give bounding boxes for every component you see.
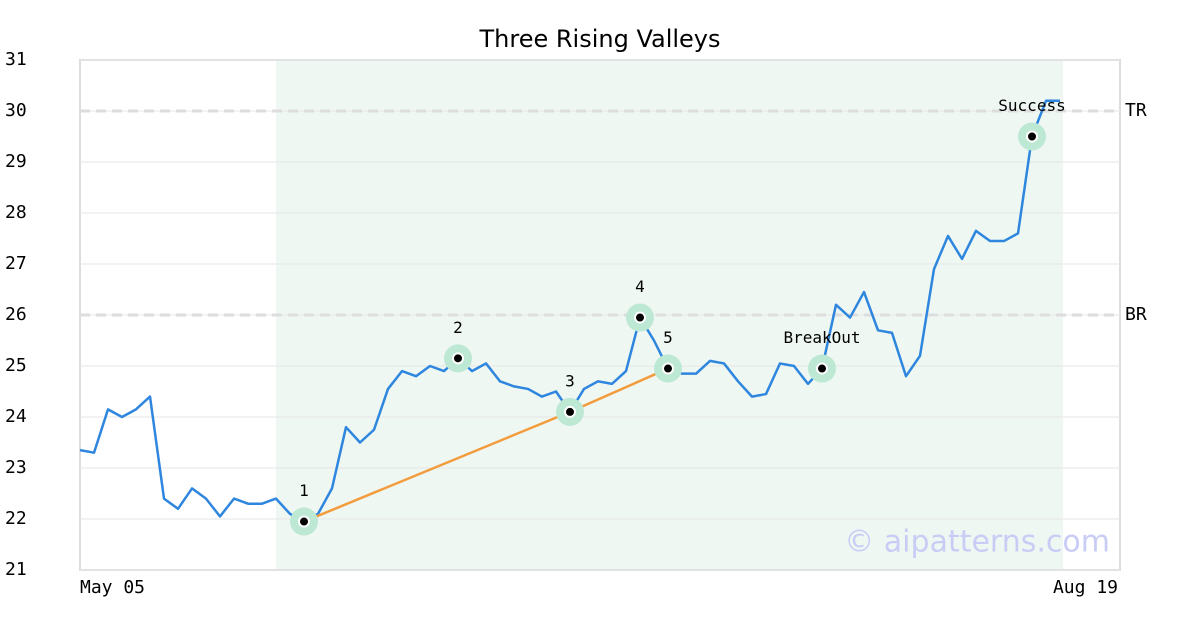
- y-tick-label: 25: [5, 355, 27, 376]
- y-tick-label: 22: [5, 508, 27, 529]
- marker-dot: [564, 405, 576, 418]
- marker-label: Success: [998, 96, 1065, 115]
- marker-label: 1: [299, 481, 309, 500]
- chart-title: Three Rising Valleys: [478, 25, 720, 53]
- marker-label: 3: [565, 371, 575, 390]
- y-tick-label: 24: [5, 406, 27, 427]
- marker-dot: [1026, 130, 1038, 143]
- watermark: © aipatterns.com: [844, 525, 1110, 560]
- marker-dot: [634, 311, 646, 324]
- y-tick-label: 30: [5, 100, 27, 121]
- level-label: BR: [1125, 304, 1147, 325]
- marker-label: 5: [663, 328, 673, 347]
- marker-dot: [298, 515, 310, 528]
- marker-label: BreakOut: [783, 328, 860, 347]
- y-tick-label: 23: [5, 457, 27, 478]
- y-tick-label: 28: [5, 202, 27, 223]
- marker-dot: [816, 362, 828, 375]
- marker-label: 2: [453, 318, 463, 337]
- y-tick-label: 21: [5, 559, 27, 580]
- y-tick-label: 26: [5, 304, 27, 325]
- y-tick-label: 29: [5, 151, 27, 172]
- marker-dot: [452, 352, 464, 365]
- marker-label: 4: [635, 277, 645, 296]
- x-tick-label: Aug 19: [1053, 577, 1118, 598]
- y-tick-label: 31: [5, 49, 27, 70]
- marker-dot: [662, 362, 674, 375]
- y-tick-label: 27: [5, 253, 27, 274]
- x-tick-label: May 05: [80, 577, 145, 598]
- level-label: TR: [1125, 100, 1147, 121]
